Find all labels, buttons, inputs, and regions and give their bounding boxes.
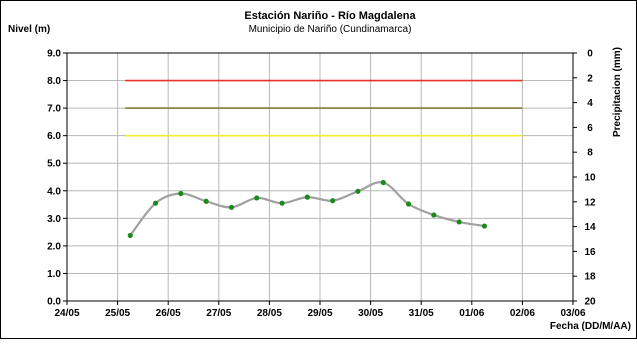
x-tick-label: 03/06 xyxy=(560,308,585,319)
y-tick-label: 3.0 xyxy=(47,214,61,225)
threshold-lines xyxy=(125,79,523,137)
data-point-5 xyxy=(254,195,260,201)
y-tick-label: 0.0 xyxy=(47,297,61,308)
data-point-13 xyxy=(456,219,462,225)
x-tick-label: 24/05 xyxy=(54,308,79,319)
y2-tick-label: 6 xyxy=(587,123,593,134)
series-markers xyxy=(127,179,488,239)
y2-tick-label: 10 xyxy=(584,173,596,184)
y-tick-label: 1.0 xyxy=(47,269,61,280)
data-point-4 xyxy=(228,204,235,210)
x-tick-label: 30/05 xyxy=(358,308,383,319)
y2-tick-label: 18 xyxy=(584,272,596,283)
data-point-11 xyxy=(405,201,412,207)
data-point-9 xyxy=(355,188,361,194)
x-axis-label: Fecha (DD/M/AA) xyxy=(550,321,631,332)
y-tick-label: 4.0 xyxy=(47,186,61,197)
data-point-6 xyxy=(279,200,285,206)
y-axis-label: Nivel (m) xyxy=(8,24,50,35)
y2-tick-label: 2 xyxy=(587,73,593,84)
y2-axis-ticks: 0 2 4 6 8 10 12 14 16 18 20 xyxy=(573,49,596,308)
data-point-0 xyxy=(127,232,133,239)
y-tick-label: 9.0 xyxy=(47,49,61,60)
y-tick-label: 5.0 xyxy=(47,159,61,170)
x-tick-label: 01/06 xyxy=(459,308,484,319)
y2-tick-label: 16 xyxy=(584,247,596,258)
y2-tick-label: 20 xyxy=(584,297,596,308)
data-point-1 xyxy=(152,200,159,206)
y2-tick-label: 8 xyxy=(587,148,593,159)
x-tick-label: 29/05 xyxy=(307,308,332,319)
y2-axis-label: Precipitacion (mm) xyxy=(612,47,623,137)
y2-tick-label: 14 xyxy=(584,222,596,233)
chart-subtitle: Municipio de Nariño (Cundinamarca) xyxy=(249,24,412,35)
data-point-12 xyxy=(431,212,437,218)
y2-tick-label: 4 xyxy=(587,98,593,109)
x-tick-label: 02/06 xyxy=(510,308,535,319)
y-tick-label: 8.0 xyxy=(47,76,61,87)
data-point-10 xyxy=(380,179,386,186)
y2-tick-label: 0 xyxy=(587,49,593,60)
y-tick-label: 7.0 xyxy=(47,104,61,115)
x-tick-label: 25/05 xyxy=(105,308,130,319)
data-point-8 xyxy=(330,198,336,204)
y-axis-ticks: 0.0 1.0 2.0 3.0 4.0 5.0 6.0 7.0 8.0 9.0 xyxy=(47,49,67,308)
chart-title: Estación Nariño - Río Magdalena xyxy=(244,10,416,22)
x-tick-label: 28/05 xyxy=(257,308,282,319)
data-point-7 xyxy=(304,194,310,200)
x-tick-label: 31/05 xyxy=(409,308,434,319)
y-tick-label: 2.0 xyxy=(47,241,61,252)
y-tick-label: 6.0 xyxy=(47,131,61,142)
y2-tick-label: 12 xyxy=(584,197,596,208)
data-point-2 xyxy=(178,190,184,197)
x-axis-ticks: 24/05 25/05 26/05 27/05 28/05 29/05 30/05 31/05… xyxy=(54,301,586,319)
x-tick-label: 27/05 xyxy=(206,308,231,319)
data-point-14 xyxy=(481,223,488,229)
data-point-3 xyxy=(203,198,209,204)
x-tick-label: 26/05 xyxy=(156,308,181,319)
